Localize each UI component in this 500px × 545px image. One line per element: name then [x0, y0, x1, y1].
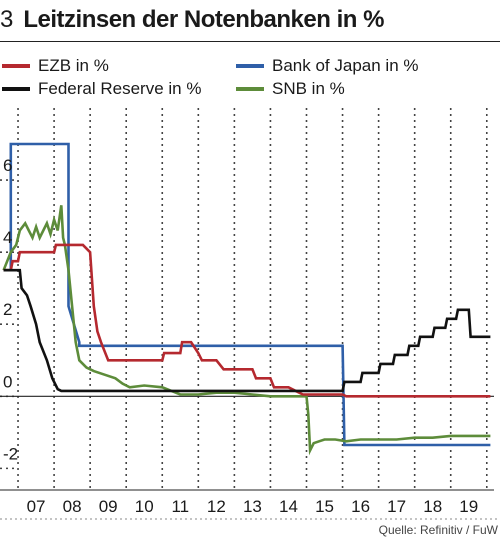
x-tick-label: 07: [27, 497, 46, 516]
series-line-snb: [2, 205, 491, 456]
legend-label-boj: Bank of Japan in %: [272, 56, 419, 75]
chart-legend: EZB in % Federal Reserve in % Bank of Ja…: [0, 54, 500, 106]
x-tick-label: 14: [279, 497, 298, 516]
legend-item-boj: Bank of Japan in %: [236, 56, 418, 76]
y-axis-ticks: -2 0 2 4 6: [3, 156, 18, 463]
legend-label-fed: Federal Reserve in %: [38, 79, 202, 98]
y-tick-label: 2: [3, 300, 12, 319]
title-divider: [0, 41, 500, 42]
y-tick-label: -2: [3, 444, 18, 463]
x-tick-label: 16: [351, 497, 370, 516]
legend-label-ezb: EZB in %: [38, 56, 109, 75]
x-tick-label: 10: [135, 497, 154, 516]
y-tick-label: 0: [3, 372, 12, 391]
legend-label-snb: SNB in %: [272, 79, 345, 98]
legend-item-fed: Federal Reserve in %: [2, 79, 201, 99]
legend-swatch-ezb: [2, 64, 30, 68]
legend-swatch-boj: [236, 64, 264, 68]
y-tick-label: 4: [3, 228, 12, 247]
y-tick-label: 6: [3, 156, 12, 175]
series-line-boj: [3, 142, 491, 447]
x-tick-label: 19: [459, 497, 478, 516]
series-line-fed: [3, 268, 491, 393]
x-tick-label: 08: [63, 497, 82, 516]
x-tick-label: 18: [423, 497, 442, 516]
figure-number: 3: [0, 6, 14, 33]
x-tick-label: 13: [243, 497, 262, 516]
grid-layer: [0, 108, 488, 490]
x-tick-label: 15: [315, 497, 334, 516]
legend-item-snb: SNB in %: [236, 79, 345, 99]
legend-swatch-snb: [236, 87, 264, 91]
series-layer: [2, 142, 491, 456]
legend-swatch-fed: [2, 87, 30, 91]
chart-title: Leitzinsen der Notenbanken in %: [23, 6, 384, 33]
x-tick-label: 17: [387, 497, 406, 516]
x-tick-label: 11: [171, 497, 189, 516]
legend-item-ezb: EZB in %: [2, 56, 109, 76]
x-axis-ticks: 07 08 09 10 11 12 13 14 15 16 17 18 19: [0, 497, 500, 520]
x-tick-label: 09: [99, 497, 118, 516]
x-tick-label: 12: [207, 497, 226, 516]
chart-header: 3 Leitzinsen der Notenbanken in %: [0, 6, 384, 40]
series-line-ezb: [3, 243, 491, 398]
source-note: Quelle: Refinitiv / FuW: [378, 523, 498, 537]
